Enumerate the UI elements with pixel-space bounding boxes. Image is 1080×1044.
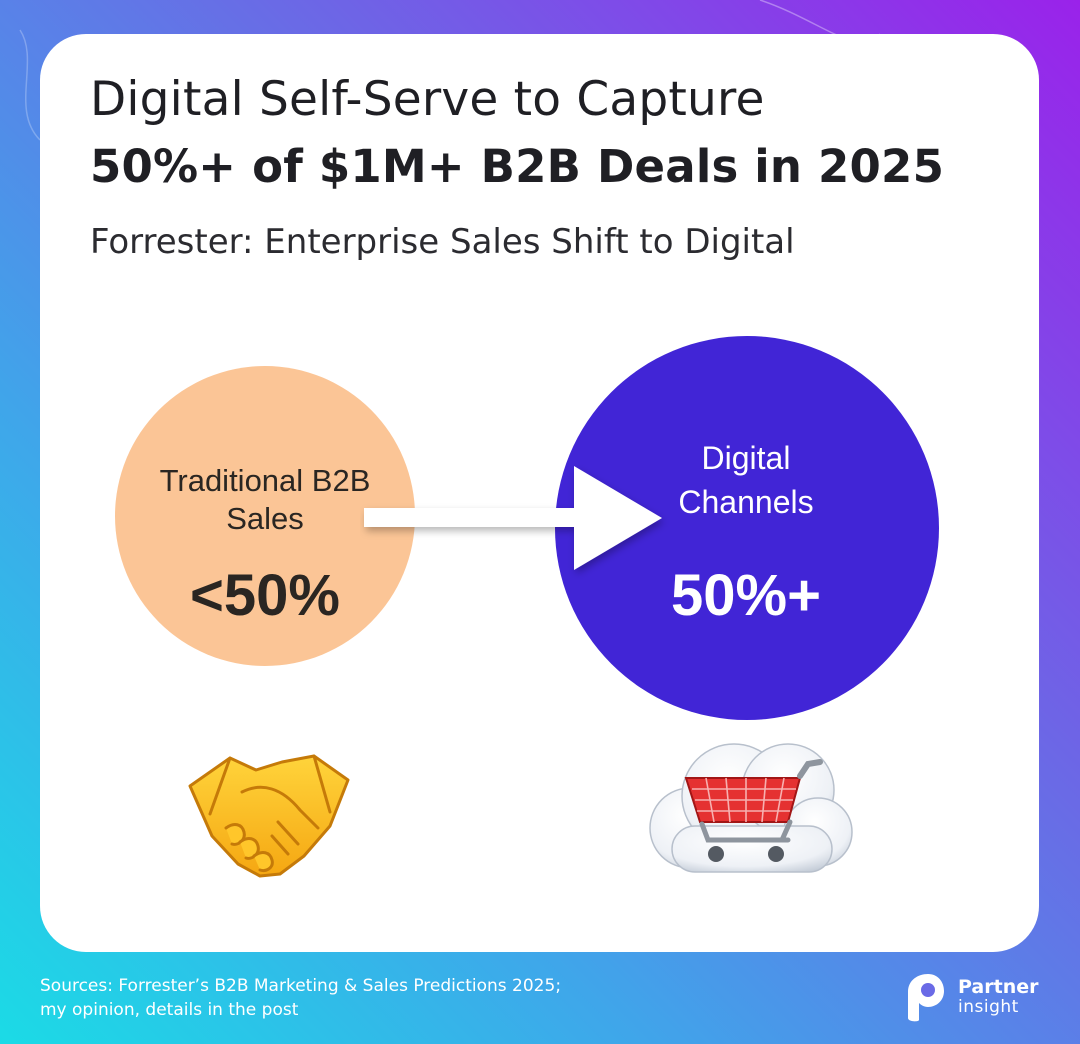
digital-channels-label-line1: Digital [701,440,791,476]
digital-channels-label-line2: Channels [678,484,814,520]
digital-channels-value: 50%+ [671,563,821,628]
title-line-2: 50%+ of $1M+ B2B Deals in 2025 [90,140,945,193]
partner-insight-logo-icon [908,974,944,1022]
title-line-1: Digital Self-Serve to Capture [90,72,765,127]
partner-insight-logo: Partner insight [904,972,1044,1024]
sources-line-1: Sources: Forrester’s B2B Marketing & Sal… [40,976,562,996]
handshake-icon [188,754,350,878]
subtitle: Forrester: Enterprise Sales Shift to Dig… [90,222,795,262]
brand-name: Partner [958,976,1039,998]
traditional-sales-label-line2: Sales [226,501,304,536]
digital-channels-label: Digital Channels [640,436,852,524]
sources-note: Sources: Forrester’s B2B Marketing & Sal… [40,974,561,1022]
traditional-sales-value: <50% [190,563,340,628]
brand-tagline: insight [958,997,1019,1017]
traditional-sales-label-line1: Traditional B2B [159,463,371,498]
sources-line-2: my opinion, details in the post [40,1000,299,1020]
arrow-right-icon [364,466,662,570]
cloud-shopping-cart-icon [649,743,853,873]
traditional-sales-label: Traditional B2B Sales [115,462,415,538]
